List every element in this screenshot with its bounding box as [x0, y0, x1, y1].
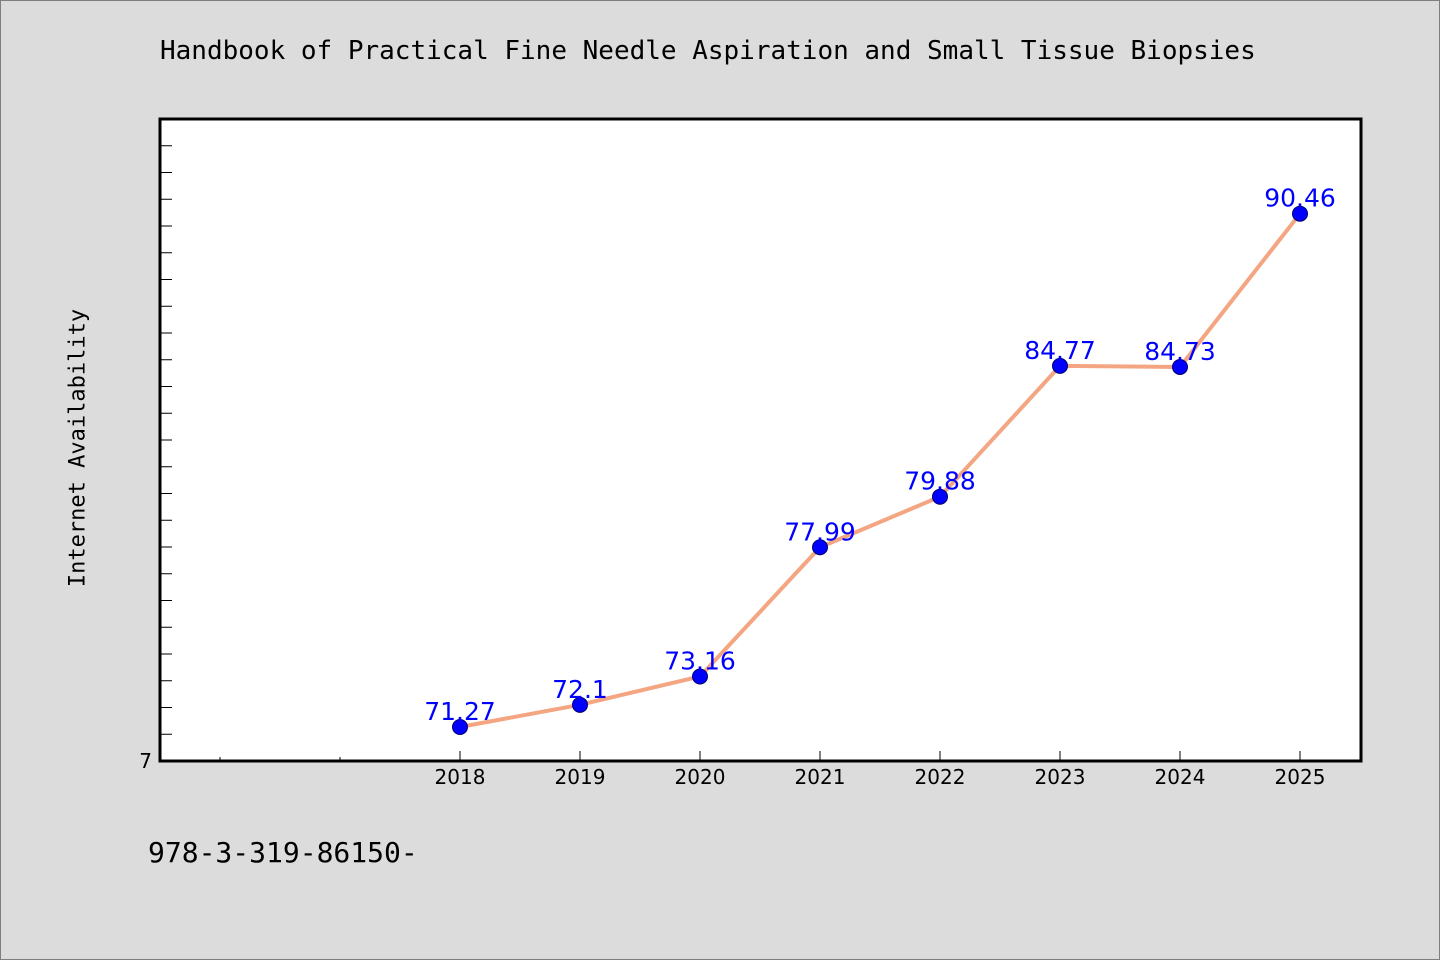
data-label: 84.77	[1024, 336, 1096, 365]
data-label: 84.73	[1144, 337, 1216, 366]
footnote-isbn: 978-3-319-86150-	[148, 836, 418, 869]
x-axis-ticks: 2018 2019 2020 2021 2022 2023 2024 2025	[219, 751, 1326, 789]
data-point	[812, 539, 828, 556]
data-label: 73.16	[664, 646, 736, 675]
data-label: 90.46	[1264, 184, 1336, 213]
x-tick-label: 2024	[1155, 765, 1206, 789]
y-tick-label: 7	[139, 749, 152, 773]
y-axis-ticks: 7	[139, 118, 172, 773]
x-tick-label: 2021	[795, 765, 846, 789]
data-point	[932, 488, 948, 505]
data-point	[452, 719, 468, 736]
x-tick-label: 2025	[1275, 765, 1326, 789]
x-tick-label: 2019	[555, 765, 606, 789]
data-point	[692, 668, 708, 685]
data-point	[572, 696, 588, 713]
x-tick-label: 2022	[915, 765, 966, 789]
plot-area	[158, 117, 1363, 763]
data-point	[1172, 358, 1188, 375]
data-label: 77.99	[784, 517, 856, 546]
data-labels: 71.27 72.1 73.16 77.99 79.88 84.77 84.73 90.46	[424, 184, 1336, 726]
data-label: 72.1	[552, 675, 608, 704]
series-line-group	[458, 211, 1302, 730]
data-point	[1292, 205, 1308, 222]
series-markers	[452, 205, 1308, 736]
data-label: 71.27	[424, 697, 496, 726]
data-point	[1052, 357, 1068, 374]
data-label: 79.88	[904, 467, 976, 496]
x-tick-label: 2018	[435, 765, 486, 789]
x-tick-label: 2020	[675, 765, 726, 789]
series-line	[458, 211, 1302, 730]
chart-title: Handbook of Practical Fine Needle Aspira…	[160, 36, 1256, 66]
x-tick-label: 2023	[1035, 765, 1086, 789]
